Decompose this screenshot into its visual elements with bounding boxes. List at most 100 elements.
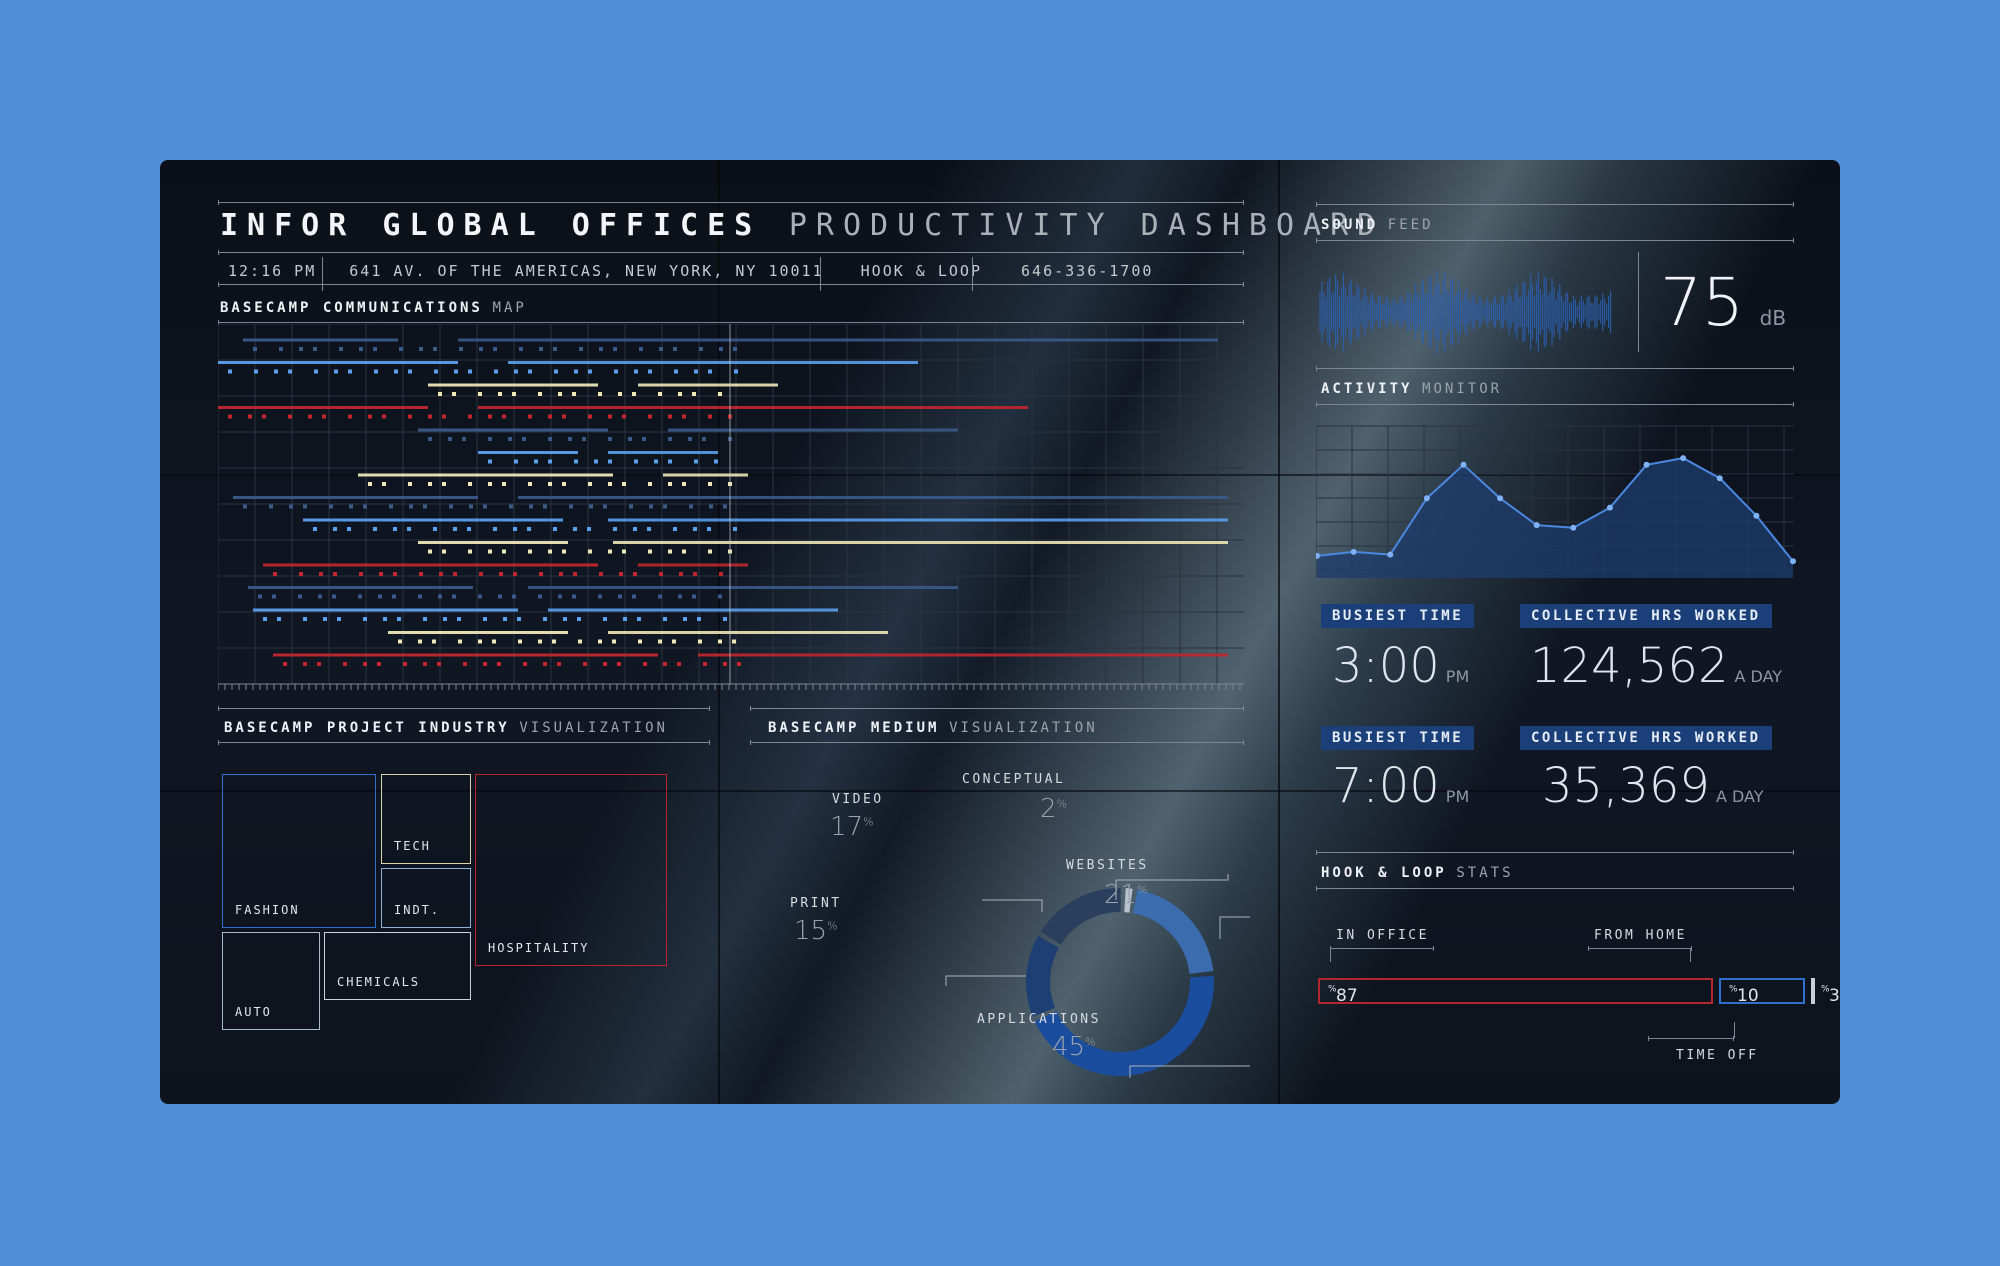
comm-dot	[468, 549, 472, 554]
callout-websites-label: WEBSITES	[1066, 858, 1149, 873]
comm-dot	[322, 414, 326, 419]
comm-dot	[707, 527, 711, 531]
comm-dot	[719, 347, 723, 351]
activity-area	[1317, 458, 1793, 578]
title-sub: PRODUCTIVITY DASHBOARD	[788, 208, 1385, 243]
section-subtitle: STATS	[1456, 865, 1514, 881]
comm-dot	[514, 369, 518, 374]
comm-dot	[723, 504, 727, 509]
callout-applications-label: APPLICATIONS	[977, 1012, 1101, 1027]
comm-dot	[548, 549, 552, 554]
activity-point	[1497, 495, 1504, 502]
comm-dot	[577, 617, 581, 621]
comm-dot	[243, 504, 247, 509]
comm-dot	[668, 482, 672, 486]
comm-dot	[393, 572, 397, 576]
comm-dot	[453, 527, 457, 531]
comm-dot	[673, 527, 677, 531]
comm-dot	[299, 572, 303, 576]
treemap-cell-fashion[interactable]: FASHION	[222, 774, 376, 928]
comm-dot	[682, 414, 686, 419]
comm-dot	[468, 482, 472, 486]
donut-segment	[1034, 975, 1214, 1076]
comm-dot	[619, 572, 623, 576]
comm-dot	[693, 572, 697, 576]
treemap-cell-chemicals[interactable]: CHEMICALS	[324, 932, 471, 1000]
comm-dot	[277, 617, 281, 621]
divider	[1734, 1022, 1735, 1038]
comm-dot	[548, 414, 552, 419]
comm-dot	[718, 594, 722, 599]
comm-dot	[303, 662, 307, 666]
comm-dot	[263, 617, 267, 621]
comm-dot	[308, 414, 312, 419]
callout-print-label: PRINT	[790, 896, 842, 911]
comm-dot	[698, 639, 702, 644]
in-office-bar: 87%	[1318, 978, 1713, 1006]
industry-label: BASECAMP PROJECT INDUSTRY VISUALIZATION	[224, 717, 668, 736]
comm-dot	[454, 369, 458, 374]
comm-dot	[407, 527, 411, 531]
comm-dot	[528, 369, 532, 374]
comm-dot	[329, 504, 333, 509]
treemap-cell-hospitality[interactable]: HOSPITALITY	[475, 774, 667, 966]
comm-dot	[368, 482, 372, 486]
section-subtitle: MAP	[492, 300, 527, 316]
comm-dot	[228, 414, 232, 419]
comm-dot	[494, 369, 498, 374]
comm-dot	[483, 662, 487, 666]
comm-dot	[694, 459, 698, 464]
in-office-value: 87%	[1328, 984, 1358, 1006]
comm-dot	[737, 662, 741, 666]
comm-dot	[538, 392, 542, 396]
comm-dot	[428, 482, 432, 486]
comm-dot	[608, 549, 612, 554]
sound-level: 75 dB	[1660, 264, 1786, 341]
comm-dot	[457, 617, 461, 621]
comm-dot	[423, 504, 427, 509]
comm-dot	[363, 617, 367, 621]
comm-dot	[359, 572, 363, 576]
comm-dot	[283, 662, 287, 666]
sound-feed-label: SOUND FEED	[1321, 214, 1434, 233]
badge-collective-hrs-2: COLLECTIVE HRS WORKED	[1520, 726, 1772, 750]
comm-dot	[693, 527, 697, 531]
activity-point	[1716, 475, 1723, 482]
divider	[218, 706, 710, 711]
comm-dot	[348, 414, 352, 419]
panel-seam	[1278, 160, 1280, 1104]
activity-monitor-label: ACTIVITY MONITOR	[1321, 378, 1502, 397]
panel-seam	[160, 474, 1840, 476]
comm-dot	[389, 504, 393, 509]
comm-dot	[383, 617, 387, 621]
comm-dot	[633, 572, 637, 576]
comm-dot	[733, 527, 737, 531]
comm-dot	[587, 527, 591, 531]
comm-dot	[288, 369, 292, 374]
page-title: INFOR GLOBAL OFFICES PRODUCTIVITY DASHBO…	[220, 208, 1384, 243]
comm-dot	[574, 459, 578, 464]
donut-segment	[1026, 936, 1060, 1017]
treemap-cell-indt[interactable]: INDT.	[381, 868, 471, 928]
treemap-cell-auto[interactable]: AUTO	[222, 932, 320, 1030]
activity-point	[1533, 522, 1540, 529]
section-title: ACTIVITY	[1321, 381, 1413, 397]
comm-dot	[692, 594, 696, 599]
comm-dot	[478, 639, 482, 644]
comm-dot	[289, 504, 293, 509]
treemap-cell-tech[interactable]: TECH	[381, 774, 471, 864]
comm-dot	[272, 594, 276, 599]
comm-dot	[479, 347, 483, 351]
comm-dot	[678, 594, 682, 599]
comm-dot	[498, 594, 502, 599]
comm-dot	[432, 639, 436, 644]
comm-dot	[618, 392, 622, 396]
comm-dot	[543, 504, 547, 509]
comm-dot	[677, 662, 681, 666]
comm-dot	[313, 527, 317, 531]
comm-dot	[548, 482, 552, 486]
divider	[1316, 238, 1794, 243]
comm-dot	[632, 392, 636, 396]
comm-dot	[634, 369, 638, 374]
comm-dot	[589, 504, 593, 509]
